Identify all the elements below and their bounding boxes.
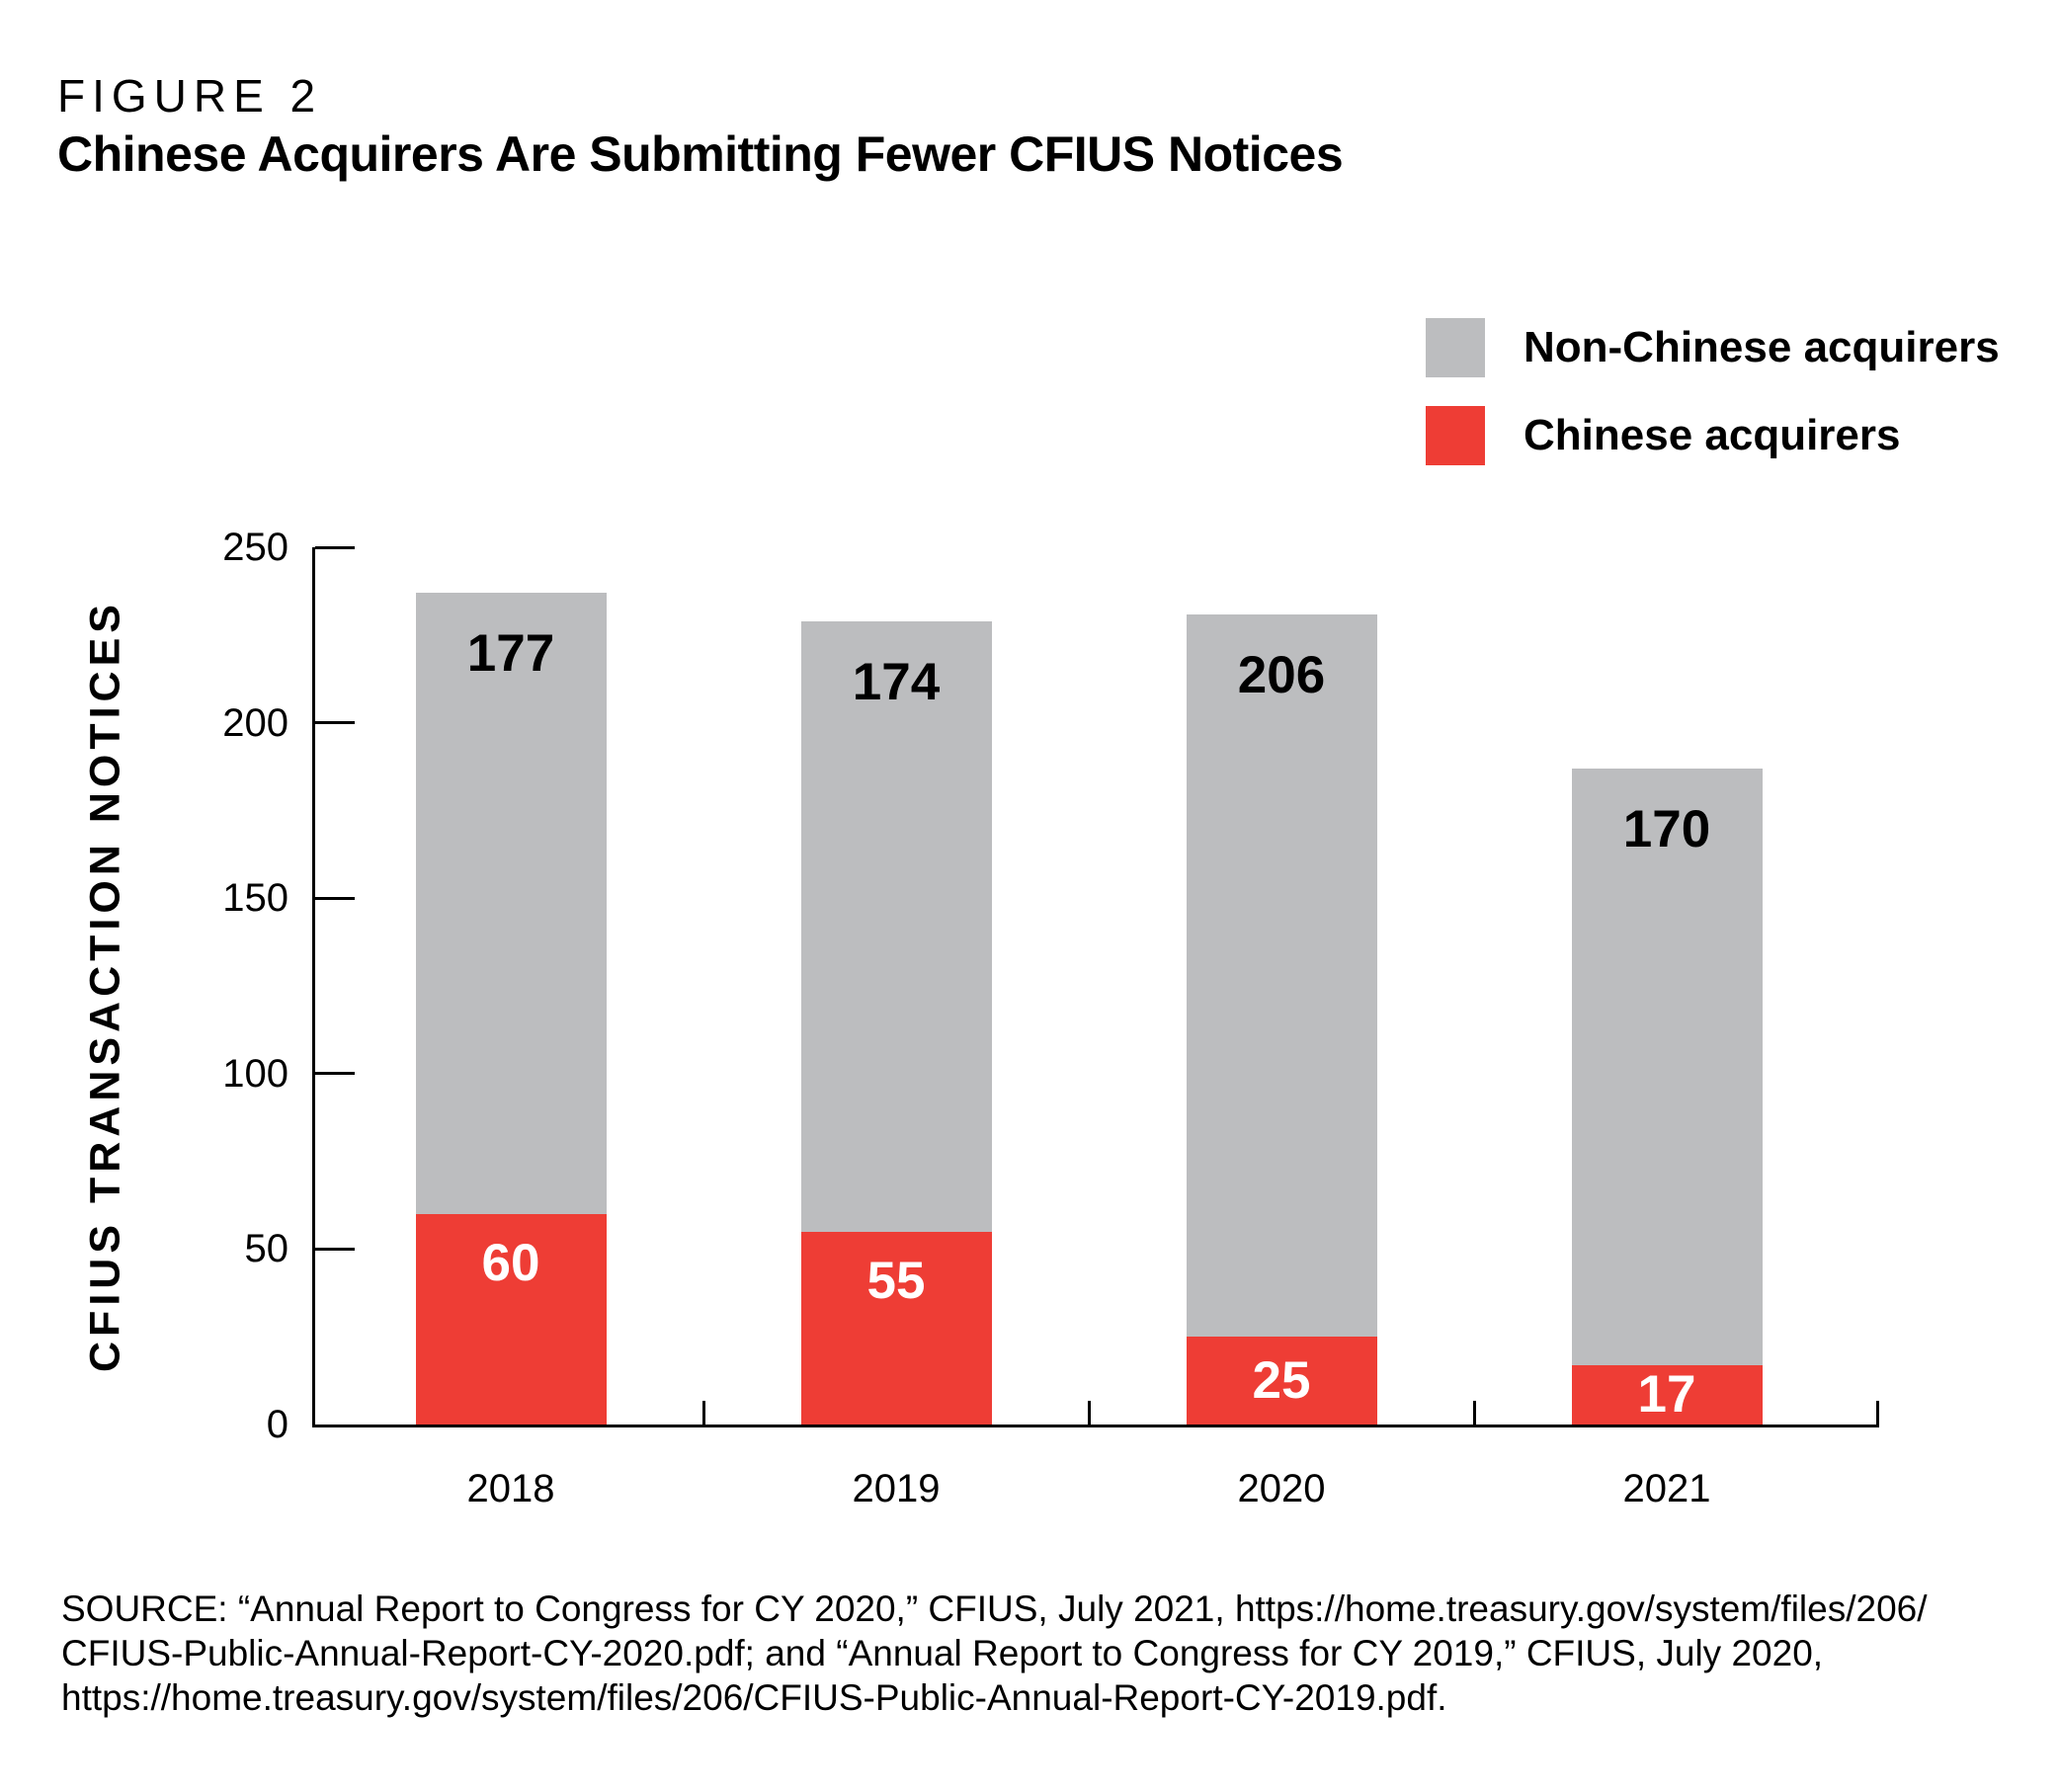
x-tick [1472, 1401, 1476, 1425]
x-axis-end-tick [1876, 1401, 1879, 1425]
y-tick-label: 0 [266, 1403, 288, 1446]
bar-chinese-acquirers-2018: 60 [415, 1213, 607, 1425]
legend-swatch-icon [1426, 406, 1485, 465]
legend-label: Chinese acquirers [1524, 411, 1901, 459]
y-tick-label: 100 [222, 1051, 288, 1096]
bar-non-chinese-acquirers-2021: 170 [1571, 768, 1763, 1365]
y-tick-label: 200 [222, 700, 288, 745]
y-tick [315, 1072, 355, 1076]
bar-value-label: 177 [466, 624, 555, 684]
figure-title: Chinese Acquirers Are Submitting Fewer C… [57, 126, 1344, 182]
bar-value-label: 17 [1637, 1365, 1696, 1425]
source-note-line: SOURCE: “Annual Report to Congress for C… [61, 1588, 1928, 1629]
bar-chinese-acquirers-2021: 17 [1571, 1364, 1763, 1425]
legend-swatch-icon [1426, 318, 1485, 377]
bar-chinese-acquirers-2020: 25 [1186, 1337, 1377, 1425]
source-note-line: CFIUS-Public-Annual-Report-CY-2020.pdf; … [61, 1633, 1824, 1673]
y-tick-label: 250 [222, 526, 288, 569]
x-tick [701, 1401, 705, 1425]
x-category-label: 2019 [852, 1467, 941, 1510]
bar-chinese-acquirers-2019: 55 [800, 1231, 992, 1425]
bar-non-chinese-acquirers-2018: 177 [415, 593, 607, 1214]
bar-value-label: 174 [852, 652, 941, 711]
source-note-line: https://home.treasury.gov/system/files/2… [61, 1677, 1447, 1718]
y-tick [315, 896, 355, 900]
y-axis-title: CFIUS TRANSACTION NOTICES [81, 600, 129, 1372]
bar-value-label: 170 [1622, 799, 1711, 858]
x-category-label: 2018 [466, 1467, 555, 1510]
y-tick-label: 50 [244, 1227, 289, 1271]
y-tick [315, 545, 355, 549]
plot-area: 0 50 100 150 200 250 60 177 2018 55 174 2019 25 206 20… [222, 526, 1879, 1510]
legend-label: Non-Chinese acquirers [1524, 323, 2000, 371]
y-tick-label: 150 [222, 876, 288, 921]
source-note: SOURCE: “Annual Report to Congress for C… [61, 1587, 1958, 1720]
figure-number: FIGURE 2 [57, 70, 323, 122]
bar-value-label: 55 [866, 1252, 926, 1311]
x-category-label: 2020 [1237, 1467, 1326, 1510]
y-tick [315, 721, 355, 725]
x-tick [1087, 1401, 1091, 1425]
bar-non-chinese-acquirers-2020: 206 [1186, 613, 1377, 1338]
bar-non-chinese-acquirers-2019: 174 [800, 620, 992, 1232]
bar-value-label: 206 [1237, 645, 1326, 704]
legend-item: Chinese acquirers [1426, 406, 2000, 465]
bar-value-label: 25 [1252, 1351, 1311, 1411]
legend: Non-Chinese acquirers Chinese acquirers [1426, 318, 2000, 465]
legend-item: Non-Chinese acquirers [1426, 318, 2000, 377]
x-category-label: 2021 [1622, 1467, 1711, 1510]
y-tick [315, 1247, 355, 1251]
bar-value-label: 60 [481, 1234, 540, 1293]
